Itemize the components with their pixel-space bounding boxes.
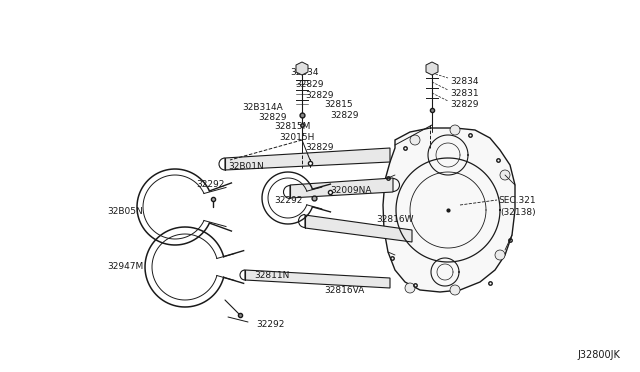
Text: 32292: 32292 (256, 320, 284, 329)
Circle shape (405, 283, 415, 293)
Circle shape (410, 135, 420, 145)
Text: 32829: 32829 (330, 111, 358, 120)
Text: 32B314A: 32B314A (242, 103, 283, 112)
Polygon shape (245, 270, 390, 288)
Text: 32B01N: 32B01N (228, 162, 264, 171)
Text: 32816VA: 32816VA (324, 286, 364, 295)
Text: SEC.321: SEC.321 (498, 196, 536, 205)
Text: (32138): (32138) (500, 208, 536, 217)
Polygon shape (296, 62, 308, 75)
Text: 32292: 32292 (274, 196, 302, 205)
Text: 32815M: 32815M (274, 122, 310, 131)
Circle shape (450, 285, 460, 295)
Text: J32800JK: J32800JK (577, 350, 620, 360)
Text: 32834: 32834 (290, 68, 319, 77)
Text: 32015H: 32015H (279, 133, 314, 142)
Polygon shape (290, 178, 393, 198)
Polygon shape (383, 128, 515, 292)
Text: 32829: 32829 (305, 143, 333, 152)
Text: 32831: 32831 (450, 89, 479, 98)
Text: 32811N: 32811N (254, 271, 289, 280)
Circle shape (500, 170, 510, 180)
Text: 32829: 32829 (305, 91, 333, 100)
Circle shape (495, 250, 505, 260)
Polygon shape (225, 148, 390, 170)
Polygon shape (426, 62, 438, 75)
Text: 32829: 32829 (258, 113, 287, 122)
Text: 32829: 32829 (450, 100, 479, 109)
Text: 32292: 32292 (196, 180, 225, 189)
Text: 32816W: 32816W (376, 215, 413, 224)
Text: 32B05N: 32B05N (107, 207, 143, 216)
Text: 32815: 32815 (324, 100, 353, 109)
Polygon shape (305, 215, 412, 242)
Text: 32947M: 32947M (107, 262, 143, 271)
Text: 32009NA: 32009NA (330, 186, 371, 195)
Text: 32829: 32829 (295, 80, 323, 89)
Circle shape (450, 125, 460, 135)
Text: 32834: 32834 (450, 77, 479, 86)
